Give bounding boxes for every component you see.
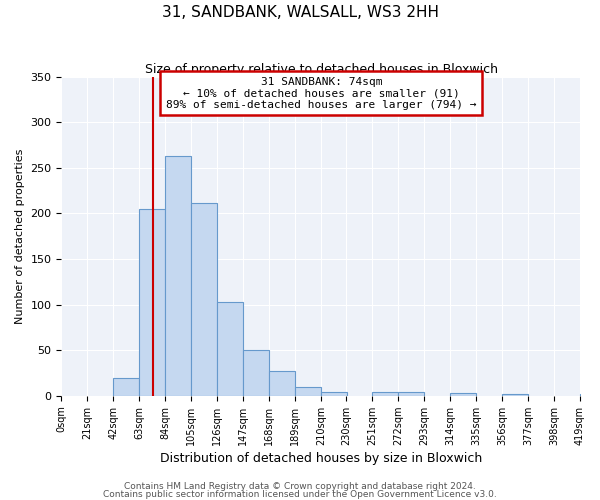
Bar (450, 393, 476, 396)
Bar (372, 392, 398, 396)
Bar (166, 156, 191, 396)
Bar (139, 209, 166, 396)
Bar (217, 302, 243, 396)
Bar (295, 386, 321, 396)
Title: Size of property relative to detached houses in Bloxwich: Size of property relative to detached ho… (145, 62, 498, 76)
Bar (243, 350, 269, 396)
Bar (398, 392, 424, 396)
Bar (321, 392, 347, 396)
Bar (580, 394, 600, 396)
Y-axis label: Number of detached properties: Number of detached properties (15, 148, 25, 324)
Bar (191, 202, 217, 396)
Text: Contains public sector information licensed under the Open Government Licence v3: Contains public sector information licen… (103, 490, 497, 499)
Text: 31, SANDBANK, WALSALL, WS3 2HH: 31, SANDBANK, WALSALL, WS3 2HH (161, 5, 439, 20)
X-axis label: Distribution of detached houses by size in Bloxwich: Distribution of detached houses by size … (160, 452, 482, 465)
Bar (269, 371, 295, 396)
Text: 31 SANDBANK: 74sqm
← 10% of detached houses are smaller (91)
89% of semi-detache: 31 SANDBANK: 74sqm ← 10% of detached hou… (166, 76, 476, 110)
Bar (113, 378, 139, 396)
Text: Contains HM Land Registry data © Crown copyright and database right 2024.: Contains HM Land Registry data © Crown c… (124, 482, 476, 491)
Bar (502, 394, 528, 396)
